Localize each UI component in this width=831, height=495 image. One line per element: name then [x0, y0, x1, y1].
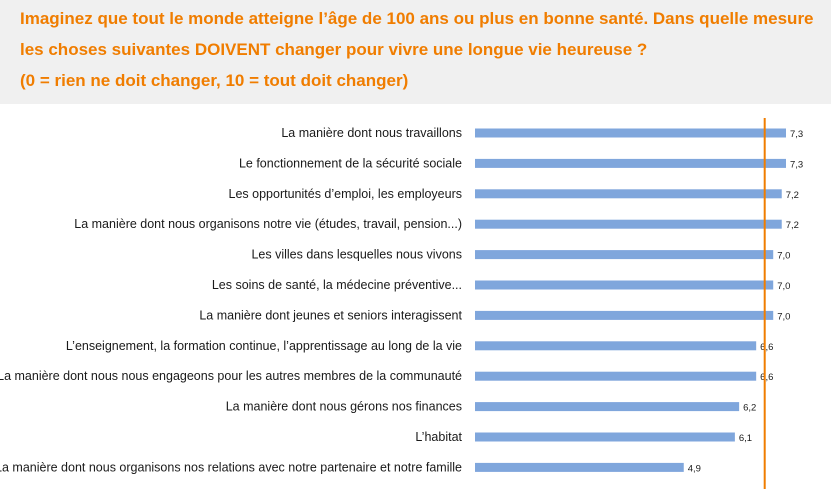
category-label: La manière dont nous organisons nos rela… [0, 460, 462, 474]
category-label: La manière dont nous gérons nos finances [226, 400, 462, 414]
value-label: 7,2 [786, 220, 799, 231]
value-label: 6,6 [760, 342, 773, 353]
category-label: La manière dont nous travaillons [281, 126, 462, 140]
bar [475, 128, 786, 138]
value-label: 6,2 [743, 403, 756, 414]
value-label: 7,0 [777, 311, 790, 322]
value-label: 6,1 [739, 433, 752, 444]
bar [475, 432, 735, 442]
question-scale-note: (0 = rien ne doit changer, 10 = tout doi… [20, 71, 409, 90]
category-label: La manière dont jeunes et seniors intera… [199, 308, 462, 322]
bar-chart: La manière dont nous travaillons 7,3 Le fo… [0, 118, 803, 489]
value-label: 7,0 [777, 251, 790, 262]
value-label: 7,3 [790, 159, 803, 170]
value-label: 4,9 [688, 463, 701, 474]
bar [475, 250, 774, 260]
category-label: Les villes dans lesquelles nous vivons [251, 248, 462, 262]
question-line-2: les choses suivantes DOIVENT changer pou… [20, 40, 648, 59]
category-label: L’enseignement, la formation continue, l… [66, 339, 462, 353]
value-label: 7,0 [777, 281, 790, 292]
value-label: 6,6 [760, 372, 773, 383]
category-label: Les opportunités d’emploi, les employeur… [229, 187, 462, 201]
bar [475, 371, 757, 381]
bar [475, 158, 786, 168]
bar [475, 310, 774, 320]
bar [475, 219, 782, 229]
bar [475, 189, 782, 199]
category-label: La manière dont nous nous engageons pour… [0, 369, 462, 383]
category-label: L’habitat [415, 430, 462, 444]
bar [475, 402, 740, 412]
value-label: 7,2 [786, 190, 799, 201]
question-line-1: Imaginez que tout le monde atteigne l’âg… [20, 9, 814, 28]
category-label: Les soins de santé, la médecine préventi… [212, 278, 462, 292]
value-label: 7,3 [790, 129, 803, 140]
bar [475, 462, 684, 472]
bar [475, 280, 774, 290]
question-header: Imaginez que tout le monde atteigne l’âg… [0, 0, 831, 104]
category-label: Le fonctionnement de la sécurité sociale [239, 156, 462, 170]
bar [475, 341, 757, 351]
category-label: La manière dont nous organisons notre vi… [74, 217, 462, 231]
